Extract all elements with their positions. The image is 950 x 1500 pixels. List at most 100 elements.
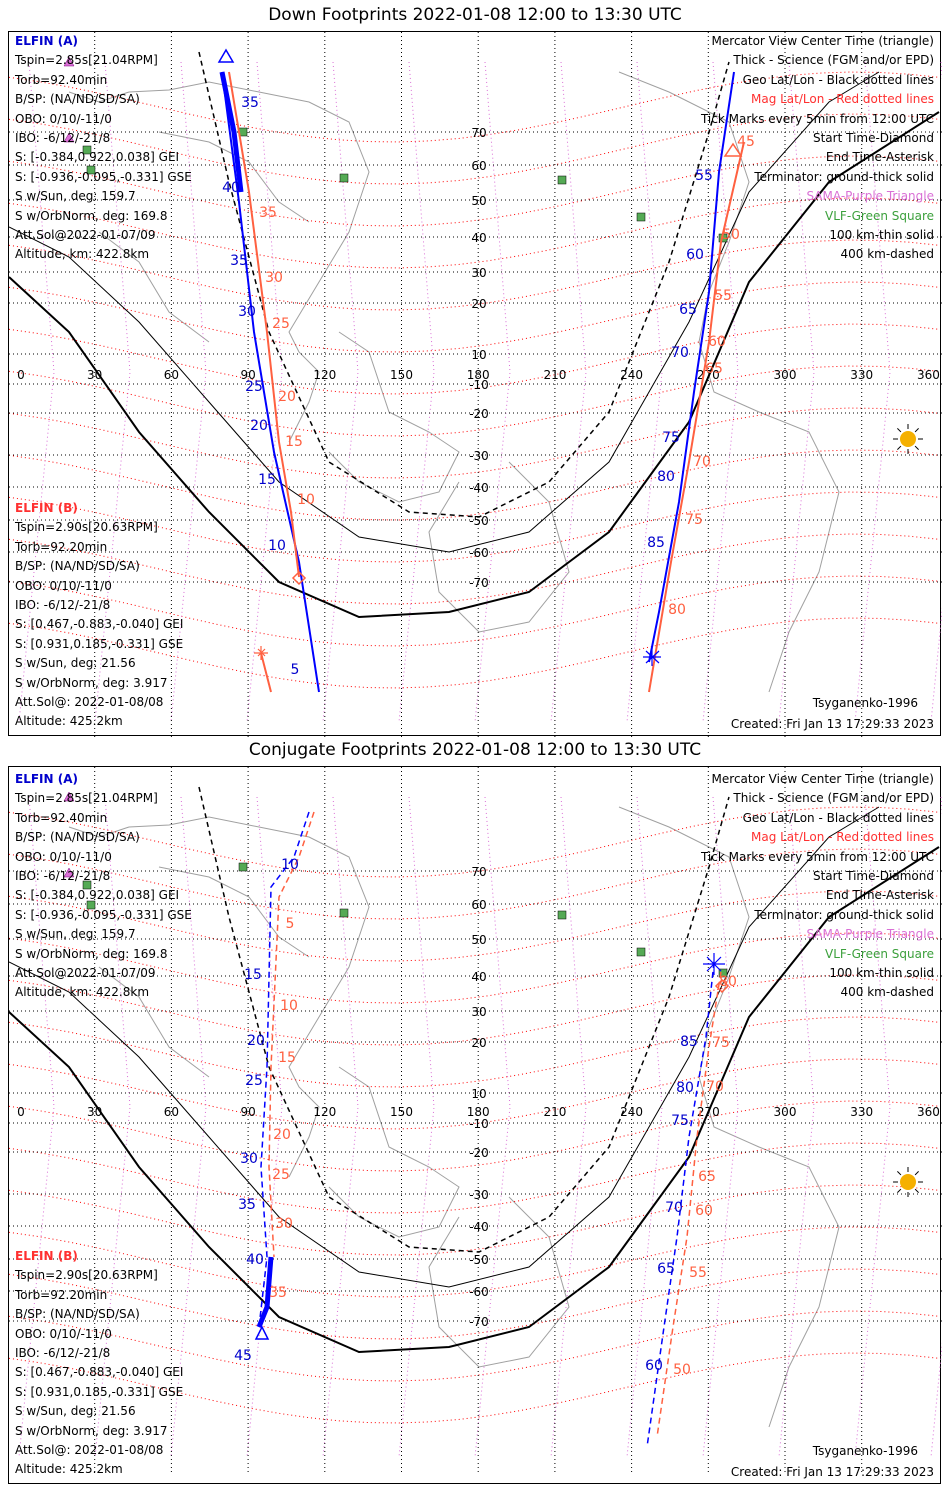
coastline xyxy=(68,816,370,1178)
legend-item: Geo Lat/Lon - Black dotted lines xyxy=(742,810,934,825)
mag-lon-line xyxy=(322,796,359,1458)
legend-item: SAMA-Purple Triangle xyxy=(806,189,934,204)
vlf-green-square-icon xyxy=(339,908,349,918)
vlf-green-square-icon xyxy=(557,175,567,185)
created-timestamp: Created: Fri Jan 13 17:29:33 2023 xyxy=(730,1465,934,1479)
alt-100km-line xyxy=(9,71,880,553)
elfin-a-tick-label: 70 xyxy=(671,345,689,361)
elfin-b-tick-label: 20 xyxy=(278,389,296,405)
vlf-green-square-icon xyxy=(557,910,567,920)
elfin-a-info: ELFIN (A) Tspin=2.85s[21.04RPM] Torb=92.… xyxy=(15,770,192,1003)
alt-400km-line xyxy=(198,51,730,518)
elfin-a-tick-label: 65 xyxy=(657,1261,675,1277)
lon-tick-label: 30 xyxy=(87,368,102,382)
elfin-b-tick-label: 20 xyxy=(273,1127,291,1143)
elfin-b-line: S: [0.931,0.185,-0.331] GSE xyxy=(15,636,184,651)
sun-ray xyxy=(897,1188,902,1193)
elfin-a-label: ELFIN (A) xyxy=(15,34,78,48)
map-legend: Mercator View Center Time (triangle) Thi… xyxy=(701,32,934,265)
elfin-a-tick-label: 20 xyxy=(250,418,268,434)
elfin-a-line: S: [-0.936,-0.095,-0.331] GSE xyxy=(15,169,192,184)
elfin-a-tick-label: 40 xyxy=(222,180,240,196)
lon-tick-label: 210 xyxy=(543,368,566,382)
elfin-b-line: OBO: 0/10/-11/0 xyxy=(15,578,112,593)
legend-item: 400 km-dashed xyxy=(840,247,934,262)
lat-tick-label: -40 xyxy=(469,1220,489,1234)
legend-item: End Time-Asterisk xyxy=(825,150,934,165)
elfin-a-line: IBO: -6/12/-21/8 xyxy=(15,868,111,883)
legend-item: Geo Lat/Lon - Black dotted lines xyxy=(742,72,934,87)
coastline xyxy=(618,71,840,693)
elfin-a-line: Torb=92.40min xyxy=(15,72,108,87)
elfin-b-line: B/SP: (NA/ND/SD/SA) xyxy=(15,1307,140,1322)
elfin-b-tick-label: 5 xyxy=(286,916,295,932)
elfin-b-line: IBO: -6/12/-21/8 xyxy=(15,1345,111,1360)
legend-item: Mag Lat/Lon - Red dotted lines xyxy=(750,92,934,107)
elfin-a-line: Att.Sol@2022-01-07/09 xyxy=(15,965,156,980)
lat-tick-label: 50 xyxy=(471,194,486,208)
lat-tick-label: -60 xyxy=(469,1285,489,1299)
lat-tick-label: -70 xyxy=(469,576,489,590)
sun-disc xyxy=(900,431,916,447)
elfin-a-tick-label: 15 xyxy=(258,472,276,488)
elfin-a-tick-label: 35 xyxy=(238,1197,256,1213)
lat-tick-label: 10 xyxy=(471,348,486,362)
lon-tick-label: 60 xyxy=(164,368,179,382)
legend-item: Start Time-Diamond xyxy=(812,130,934,145)
end-asterisk-icon xyxy=(254,646,268,660)
lat-tick-label: 70 xyxy=(471,865,486,879)
elfin-a-tick-label: 65 xyxy=(679,302,697,318)
elfin-a-tick-label: 25 xyxy=(245,379,263,395)
sun-ray xyxy=(914,1188,919,1193)
elfin-a-tick-label: 20 xyxy=(247,1033,265,1049)
mag-lon-line xyxy=(322,61,359,723)
elfin-b-line: S w/OrbNorm, deg: 3.917 xyxy=(15,675,168,690)
sun-icon xyxy=(893,424,923,454)
elfin-a-tick-label: 85 xyxy=(680,1034,698,1050)
alt-100km-line xyxy=(9,806,880,1288)
elfin-b-line: S w/Sun, deg: 21.56 xyxy=(15,1404,136,1419)
elfin-b-tick-label: 25 xyxy=(272,316,290,332)
lon-tick-label: 150 xyxy=(390,368,413,382)
elfin-a-tick-label: 60 xyxy=(686,247,704,263)
legend-item: End Time-Asterisk xyxy=(825,888,934,903)
elfin-a-tick-label: 70 xyxy=(665,1200,683,1216)
elfin-b-line: B/SP: (NA/ND/SD/SA) xyxy=(15,559,140,574)
elfin-a-line: OBO: 0/10/-11/0 xyxy=(15,849,112,864)
legend-item: VLF-Green Square xyxy=(825,946,934,961)
elfin-a-line: S w/Sun, deg: 159.7 xyxy=(15,189,136,204)
vlf-green-square-icon xyxy=(86,165,96,175)
end-asterisk-icon xyxy=(703,953,725,975)
elfin-a-line: Tspin=2.85s[21.04RPM] xyxy=(15,53,158,68)
elfin-b-line: S: [0.467,-0.883,-0.040] GEI xyxy=(15,617,184,632)
sun-ray xyxy=(914,445,919,450)
elfin-b-line: Att.Sol@: 2022-01-08/08 xyxy=(15,694,164,709)
elfin-a-tick-label: 60 xyxy=(645,1358,663,1374)
elfin-a-info: ELFIN (A) Tspin=2.85s[21.04RPM] Torb=92.… xyxy=(15,32,192,265)
lon-tick-label: 120 xyxy=(313,1105,336,1119)
elfin-b-tick-label: 25 xyxy=(272,1167,290,1183)
elfin-b-line: Tspin=2.90s[20.63RPM] xyxy=(15,1268,158,1283)
elfin-b-tick-label: 80 xyxy=(719,974,737,990)
elfin-a-line: S w/OrbNorm, deg: 169.8 xyxy=(15,946,168,961)
vlf-green-square-icon xyxy=(636,947,646,957)
elfin-b-line: Tspin=2.90s[20.63RPM] xyxy=(15,520,158,535)
coastline xyxy=(98,966,210,1078)
sun-ray xyxy=(914,428,919,433)
coastline xyxy=(428,1196,570,1368)
end-asterisk-icon xyxy=(643,648,661,666)
lat-tick-label: -30 xyxy=(469,449,489,463)
elfin-b-tick-label: 50 xyxy=(673,1362,691,1378)
elfin-a-tick-label: 10 xyxy=(281,857,299,873)
lon-tick-label: 240 xyxy=(620,1105,643,1119)
mag-lat-line xyxy=(9,281,940,353)
elfin-b-tick-label: 65 xyxy=(705,361,723,377)
mag-lon-line xyxy=(398,61,435,723)
lon-tick-label: 300 xyxy=(774,368,797,382)
elfin-b-line: S: [0.931,0.185,-0.331] GSE xyxy=(15,1384,184,1399)
sun-ray xyxy=(914,1171,919,1176)
elfin-a-tick-label: 10 xyxy=(268,538,286,554)
elfin-a-tick-label: 30 xyxy=(238,304,256,320)
elfin-b-tick-label: 35 xyxy=(269,1285,287,1301)
vlf-green-square-icon xyxy=(82,145,92,155)
